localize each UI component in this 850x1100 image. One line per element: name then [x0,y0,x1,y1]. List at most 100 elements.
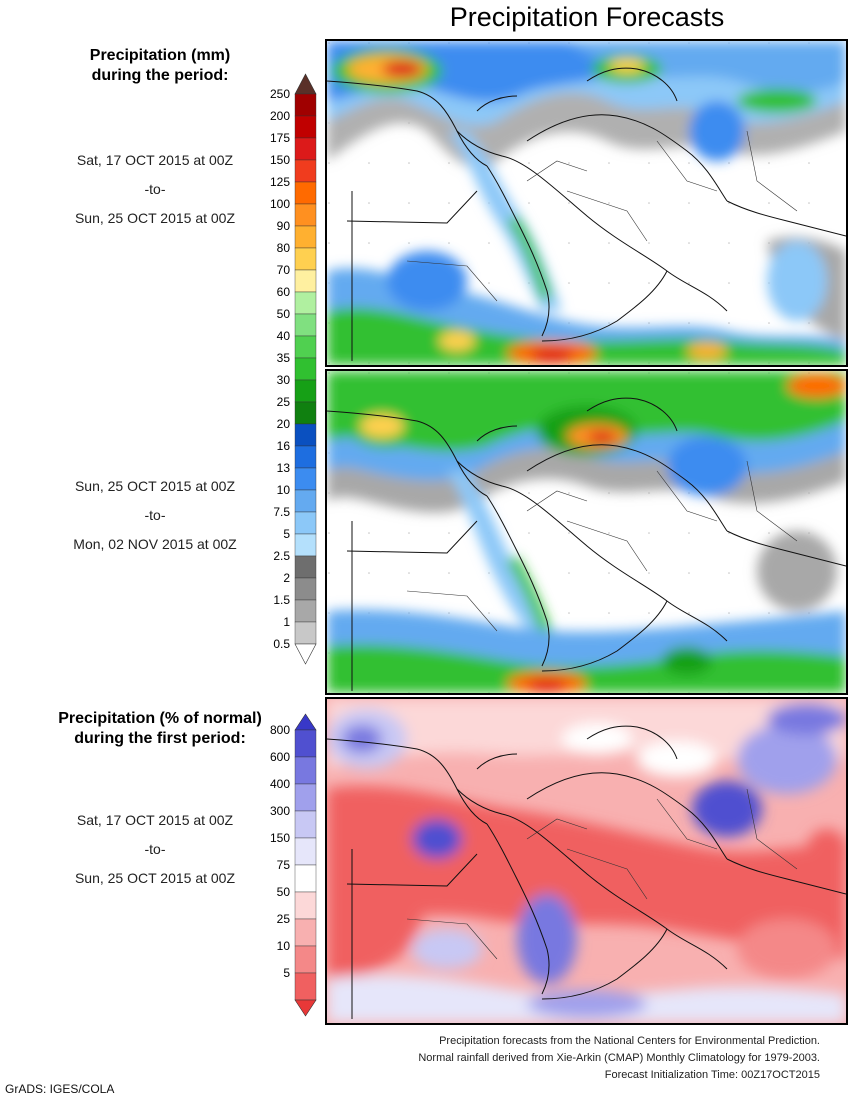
panel1-period: Sat, 17 OCT 2015 at 00Z -to- Sun, 25 OCT… [20,146,290,233]
colorbar-swatch [294,247,317,271]
period-start: Sun, 25 OCT 2015 at 00Z [74,478,236,494]
colorbar-swatch [294,137,317,161]
colorbar-tick-label: 150 [270,831,290,845]
colorbar-tick-label: 200 [270,109,290,123]
colorbar-tick-label: 100 [270,197,290,211]
colorbar-tick-label: 0.5 [273,637,290,651]
colorbar-swatch [294,810,317,839]
colorbar-swatch [294,599,317,623]
colorbar-swatch [294,203,317,227]
period-start: Sat, 17 OCT 2015 at 00Z [76,152,234,168]
colorbar-swatch [294,225,317,249]
footer-source: Precipitation forecasts from the Nationa… [439,1035,820,1047]
colorbar-tick-label: 50 [277,885,291,899]
colorbar-tick-label: 250 [270,87,290,101]
colorbar-tick-label: 600 [270,750,290,764]
forecast-map-period2 [325,369,848,695]
period-separator: -to- [144,841,166,857]
period-separator: -to- [144,507,166,523]
colorbar-tick-label: 90 [277,219,291,233]
precip-field [327,371,846,693]
colorbar-swatch [294,533,317,557]
colorbar-swatch [294,783,317,812]
colorbar-tick-label: 35 [277,351,291,365]
colorbar-tick-label: 2.5 [273,549,290,563]
colorbar-tick-label: 150 [270,153,290,167]
colorbar-tick-label: 10 [277,483,291,497]
precip-field [327,41,846,365]
colorbar-swatch [294,335,317,359]
colorbar-swatch [294,357,317,381]
colorbar-tick-label: 13 [277,461,291,475]
colorbar-swatch [294,115,317,139]
colorbar-swatch [294,891,317,920]
colorbar-tick-label: 40 [277,329,291,343]
colorbar-tick-label: 2 [283,571,290,585]
colorbar-swatch [294,729,317,758]
precip-pct-colorbar: 800 600 400 300 150 75 50 25 10 5 [270,713,317,1017]
colorbar-tick-label: 70 [277,263,291,277]
colorbar-tick-label: 175 [270,131,290,145]
colorbar-swatch [294,756,317,785]
colorbar-swatch [294,577,317,601]
colorbar-swatch [294,864,317,893]
colorbar-swatch [294,423,317,447]
colorbar-top-arrow [294,713,317,731]
colorbar-swatch [294,93,317,117]
colorbar-swatch [294,945,317,974]
colorbar-swatch [294,313,317,337]
colorbar-tick-label: 400 [270,777,290,791]
colorbar-tick-label: 25 [277,912,291,926]
colorbar-swatch [294,401,317,425]
colorbar-tick-label: 1 [283,615,290,629]
period-end: Sun, 25 OCT 2015 at 00Z [74,210,236,226]
colorbar-tick-label: 125 [270,175,290,189]
precip-mm-legend: 250 200 175 150 125 100 90 80 70 60 50 40 35 30 25 20 16… [250,73,330,674]
colorbar-tick-label: 25 [277,395,291,409]
period-start: Sat, 17 OCT 2015 at 00Z [76,812,234,828]
grads-credit: GrADS: IGES/COLA [5,1082,115,1096]
borders [406,460,798,632]
colorbar-swatch [294,291,317,315]
colorbar-tick-label: 5 [283,527,290,541]
forecast-map-period1 [325,39,848,367]
colorbar-tick-label: 800 [270,723,290,737]
percent-normal-map [325,697,848,1025]
coastlines [327,397,846,691]
colorbar-swatch [294,837,317,866]
precip-mm-colorbar: 2502001751501251009080706050403530252016… [270,73,317,665]
panel3-heading: Precipitation (% of normal) during the f… [58,710,262,747]
colorbar-tick-label: 30 [277,373,291,387]
colorbar-swatch [294,445,317,469]
colorbar-top-arrow [294,73,317,95]
colorbar-swatch [294,555,317,579]
colorbar-swatch [294,918,317,947]
period-end: Mon, 02 NOV 2015 at 00Z [73,536,237,552]
period-end: Sun, 25 OCT 2015 at 00Z [74,870,236,886]
panel1-heading: Precipitation (mm) during the period: [89,47,231,84]
panel3-period: Sat, 17 OCT 2015 at 00Z -to- Sun, 25 OCT… [20,806,290,893]
colorbar-swatch [294,972,317,1001]
colorbar-tick-label: 7.5 [273,505,290,519]
colorbar-tick-label: 80 [277,241,291,255]
colorbar-tick-label: 300 [270,804,290,818]
colorbar-swatch [294,159,317,183]
borders [406,130,798,302]
colorbar-tick-label: 16 [277,439,291,453]
precip-pct-legend: 800 600 400 300 150 75 50 25 10 5 [250,713,330,1017]
colorbar-swatch [294,379,317,403]
footer-init-time: Forecast Initialization Time: 00Z17OCT20… [604,1069,820,1081]
colorbar-tick-label: 10 [277,939,291,953]
period-separator: -to- [144,181,166,197]
borders [406,788,798,960]
colorbar-swatch [294,511,317,535]
colorbar-tick-label: 75 [277,858,291,872]
colorbar-swatch [294,181,317,205]
colorbar-swatch [294,269,317,293]
colorbar-tick-label: 20 [277,417,291,431]
page-title: Precipitation Forecasts [449,2,725,32]
colorbar-tick-label: 50 [277,307,291,321]
colorbar-swatch [294,467,317,491]
colorbar-swatch [294,489,317,513]
colorbar-swatch [294,621,317,645]
